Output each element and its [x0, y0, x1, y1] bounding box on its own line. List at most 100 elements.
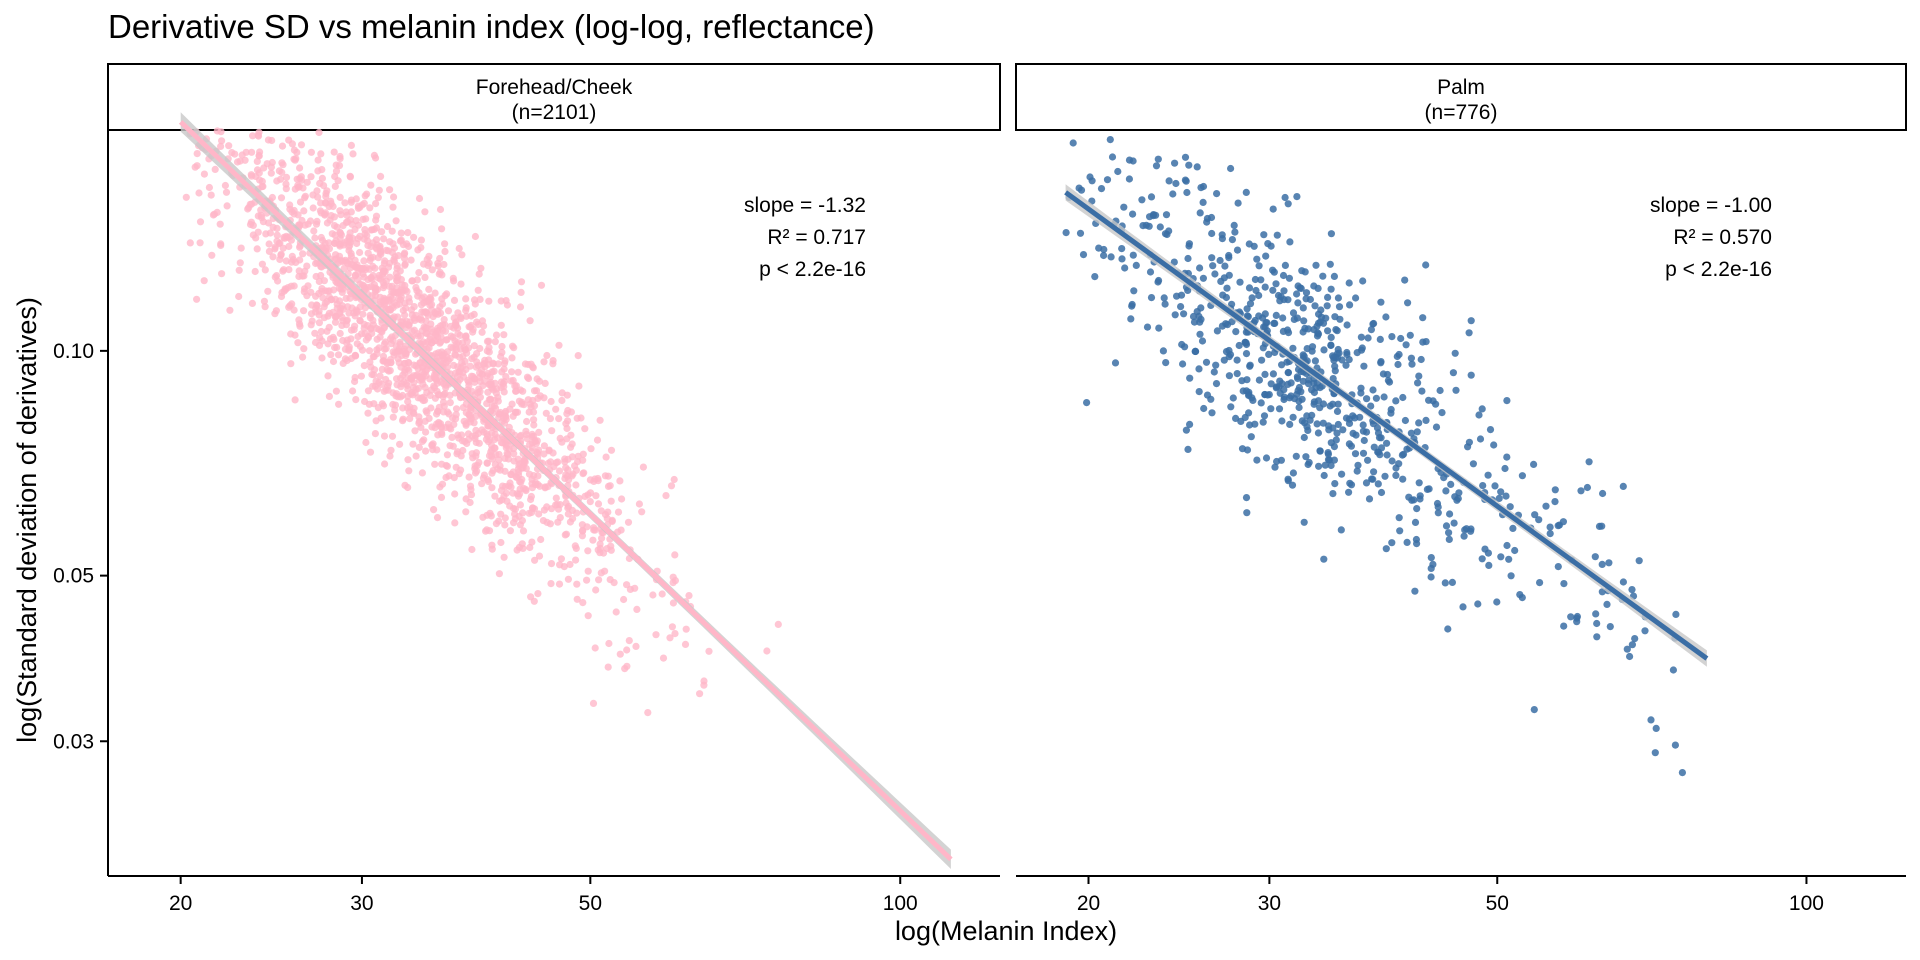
data-point — [443, 451, 451, 459]
data-point — [1129, 251, 1137, 259]
data-point — [312, 220, 321, 228]
data-point — [377, 172, 385, 180]
data-point — [541, 379, 549, 387]
data-point — [623, 581, 631, 589]
data-point — [501, 514, 509, 522]
data-point — [485, 297, 493, 305]
data-point — [1397, 334, 1405, 343]
data-point — [612, 608, 620, 616]
data-point — [1442, 522, 1451, 530]
data-point — [1161, 300, 1169, 308]
data-point — [649, 591, 657, 599]
data-point — [579, 527, 587, 535]
data-point — [1288, 481, 1297, 489]
data-point — [1446, 510, 1454, 518]
data-point — [537, 281, 546, 289]
data-point — [465, 378, 473, 386]
data-point — [1384, 376, 1392, 385]
data-point — [327, 351, 335, 359]
data-point — [361, 330, 369, 338]
data-point — [367, 181, 375, 189]
data-point — [1395, 350, 1403, 359]
data-point — [1441, 579, 1449, 587]
data-point — [562, 464, 570, 472]
data-point — [1241, 413, 1249, 422]
data-point — [288, 208, 296, 216]
data-point — [1281, 261, 1289, 269]
data-point — [549, 357, 557, 365]
data-point — [361, 226, 369, 234]
y-axis-label: log(Standard deviation of derivatives) — [12, 297, 42, 743]
data-point — [351, 352, 359, 360]
data-point — [407, 390, 415, 398]
data-point — [601, 472, 610, 480]
data-point — [1606, 623, 1614, 631]
data-point — [1380, 393, 1388, 401]
data-point — [402, 352, 410, 360]
data-point — [1267, 405, 1275, 413]
data-point — [1447, 480, 1455, 488]
data-point — [1284, 368, 1292, 377]
data-point — [1259, 418, 1267, 426]
facet-strip — [1015, 63, 1907, 131]
data-point — [1605, 559, 1613, 567]
data-point — [483, 347, 491, 355]
stats-annotation: R² = 0.570 — [1673, 226, 1772, 249]
data-point — [1593, 633, 1601, 641]
data-point — [668, 623, 677, 631]
data-point — [272, 307, 280, 315]
data-point — [265, 240, 273, 248]
data-point — [517, 278, 526, 286]
data-point — [459, 446, 467, 455]
data-point — [221, 181, 229, 190]
data-point — [455, 244, 463, 253]
data-point — [458, 359, 466, 367]
data-point — [1591, 553, 1599, 561]
data-point — [1162, 211, 1171, 219]
data-point — [1567, 613, 1575, 621]
data-point — [1258, 356, 1266, 364]
data-point — [483, 459, 491, 467]
data-point — [363, 232, 371, 240]
data-point — [235, 266, 243, 274]
data-point — [303, 178, 311, 186]
data-point — [415, 413, 423, 421]
data-point — [1360, 436, 1368, 445]
data-point — [1462, 525, 1471, 533]
data-point — [552, 405, 560, 413]
data-point — [1269, 286, 1277, 294]
data-point — [547, 397, 555, 406]
data-point — [1330, 272, 1338, 280]
data-point — [671, 630, 679, 638]
data-point — [519, 527, 528, 535]
data-point — [1279, 314, 1287, 322]
data-point — [1413, 505, 1421, 513]
data-point — [247, 200, 256, 208]
data-point — [575, 382, 583, 390]
data-point — [428, 423, 436, 431]
data-point — [1118, 245, 1126, 253]
data-point — [324, 312, 332, 320]
data-point — [248, 299, 256, 307]
data-point — [1298, 395, 1306, 403]
data-point — [393, 375, 401, 383]
data-point — [299, 353, 307, 361]
data-point — [1106, 136, 1114, 144]
data-point — [476, 387, 484, 395]
data-point — [492, 520, 500, 528]
data-point — [1392, 471, 1400, 479]
data-point — [422, 447, 430, 455]
data-point — [458, 251, 466, 259]
data-point — [435, 270, 443, 278]
data-point — [318, 337, 326, 345]
data-point — [432, 331, 440, 339]
data-point — [244, 205, 252, 213]
data-point — [296, 256, 304, 264]
data-point — [543, 518, 551, 527]
data-point — [1363, 395, 1371, 403]
data-point — [1255, 376, 1263, 384]
data-point — [371, 264, 379, 272]
data-point — [304, 282, 312, 290]
data-point — [520, 458, 529, 466]
data-point — [1314, 284, 1322, 292]
